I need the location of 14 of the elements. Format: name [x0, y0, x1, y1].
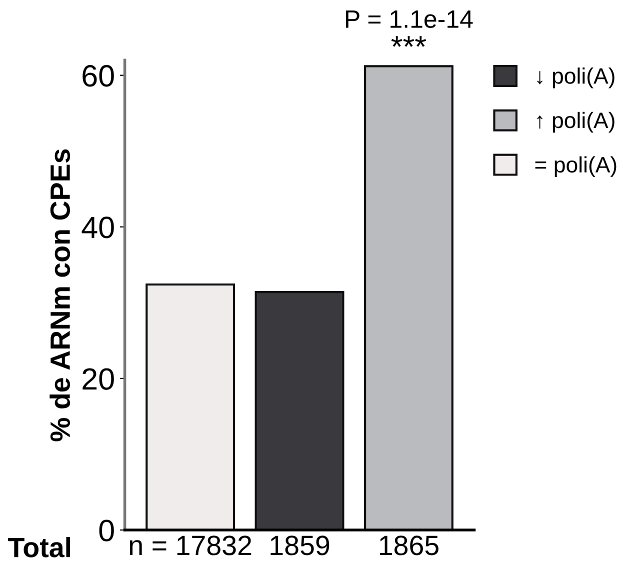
y-tick-label: 0 [99, 520, 114, 542]
legend-label: ↑ poli(A) [537, 112, 614, 133]
legend-label: ↓ poli(A) [537, 68, 614, 88]
y-tick-label: 60 [82, 65, 114, 87]
y-axis-title: % de ARNm con CPEs [50, 149, 70, 442]
y-tick-label: 20 [82, 368, 114, 390]
legend-label: = poli(A) [535, 156, 616, 178]
annotation: *** [391, 36, 426, 47]
annotation: P = 1.1e-14 [346, 10, 473, 28]
x-tick-label: 1859 [270, 536, 330, 556]
y-tick-label: 40 [82, 216, 114, 238]
x-tick-label: n = 17832 [130, 536, 252, 556]
x-tick-label: 1865 [380, 536, 438, 556]
text: Total [8, 536, 70, 558]
